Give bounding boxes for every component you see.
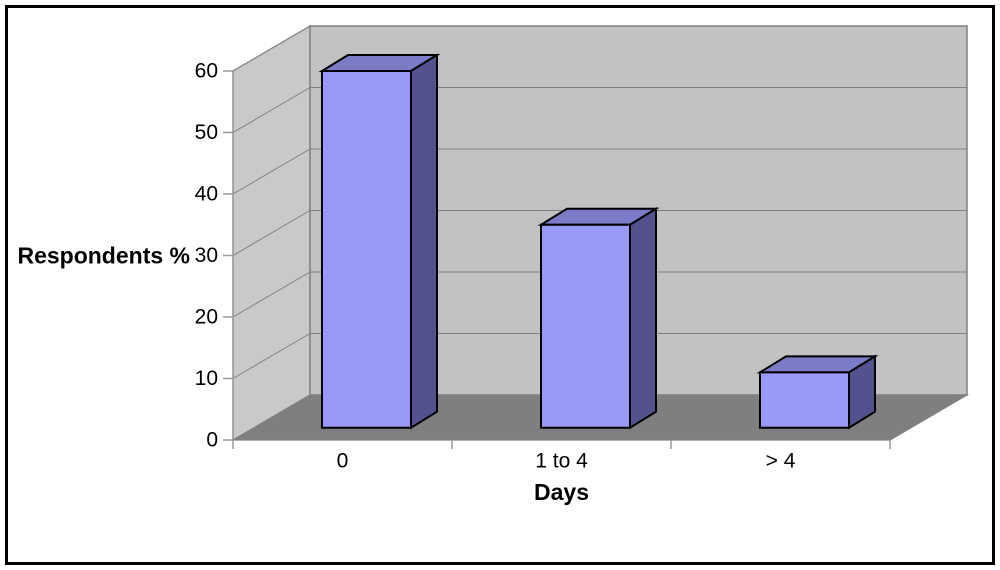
side-wall-gridline-60 bbox=[232, 25, 311, 72]
bar-1-front-face bbox=[540, 223, 631, 429]
side-wall-gridline-10 bbox=[232, 333, 311, 379]
y-axis-tick-label-30: 30 bbox=[195, 244, 218, 267]
side-wall-gridline-40 bbox=[232, 148, 311, 195]
y-axis-tick-label-50: 50 bbox=[195, 121, 218, 144]
bar-1-side-face bbox=[629, 206, 657, 430]
y-axis-tick-label-0: 0 bbox=[206, 429, 218, 452]
side-wall-gridline-20 bbox=[232, 271, 311, 318]
y-axis-tick-label-10: 10 bbox=[195, 367, 218, 390]
x-axis-category-label-0: 0 bbox=[337, 450, 349, 473]
y-axis-tick-label-40: 40 bbox=[195, 183, 218, 206]
bar-column-1 bbox=[537, 206, 660, 430]
x-axis-category-label-2: > 4 bbox=[766, 450, 796, 473]
bar-column-2 bbox=[756, 354, 879, 430]
y-axis-tick-label-60: 60 bbox=[195, 60, 218, 83]
bar-2-front-face bbox=[759, 371, 850, 429]
outer-border bbox=[5, 5, 995, 565]
x-axis-title: Days bbox=[534, 479, 589, 505]
x-axis-category-label-1: 1 to 4 bbox=[535, 450, 588, 473]
y-axis-tick-label-20: 20 bbox=[195, 306, 218, 329]
bar-0-side-face bbox=[410, 53, 438, 430]
side-wall-gridline-50 bbox=[232, 87, 311, 133]
side-wall-gridline-30 bbox=[232, 210, 311, 256]
bar-0-front-face bbox=[321, 70, 412, 429]
bar-column-0 bbox=[318, 53, 441, 430]
y-axis-title: Respondents % bbox=[17, 243, 190, 269]
